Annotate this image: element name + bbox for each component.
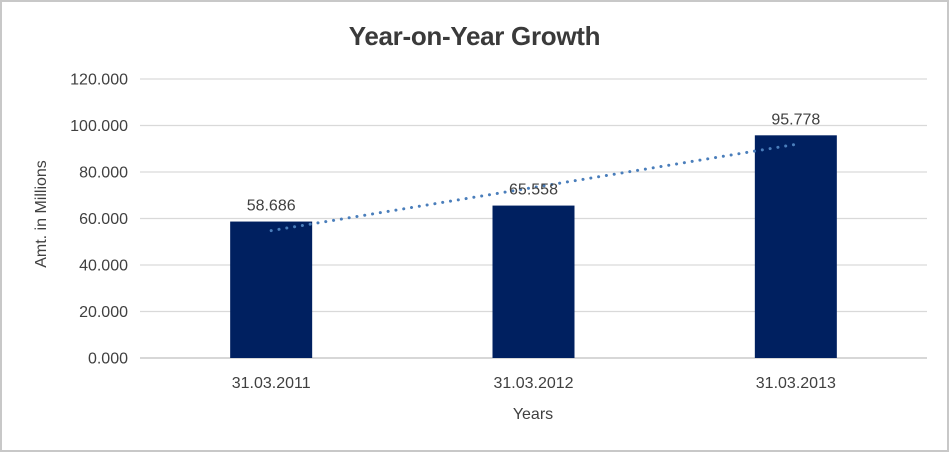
trendline-group	[269, 142, 798, 233]
bar	[754, 135, 837, 358]
bar	[230, 221, 313, 358]
y-tick-label: 80.000	[79, 165, 128, 182]
y-axis-title: Amt. in Millions	[33, 160, 50, 268]
y-tick-label: 40.000	[79, 258, 128, 275]
x-tick-label: 31.03.2011	[232, 375, 311, 392]
y-tick-label: 120.000	[70, 72, 128, 89]
y-tick-label: 60.000	[79, 211, 128, 228]
x-tick-label: 31.03.2012	[493, 375, 573, 392]
y-tick-label: 0.000	[88, 351, 128, 368]
bar	[492, 205, 575, 358]
data-label: 65.558	[509, 182, 558, 199]
x-tick-labels-group: 31.03.2011 31.03.2012 31.03.2013	[232, 375, 836, 392]
data-labels-group: 58.686 65.558 95.778	[247, 111, 821, 214]
x-axis-title: Years	[513, 406, 553, 423]
y-tick-label: 100.000	[70, 118, 128, 135]
data-label: 58.686	[247, 198, 296, 215]
chart-title: Year-on-Year Growth	[348, 21, 601, 51]
y-tick-label: 20.000	[79, 304, 128, 321]
trendline	[269, 142, 798, 233]
x-tick-label: 31.03.2013	[756, 375, 836, 392]
bars-group	[230, 135, 837, 358]
data-label: 95.778	[771, 111, 820, 128]
y-tick-labels-group: 0.000 20.000 40.000 60.000 80.000 100.000 120.…	[70, 72, 128, 368]
